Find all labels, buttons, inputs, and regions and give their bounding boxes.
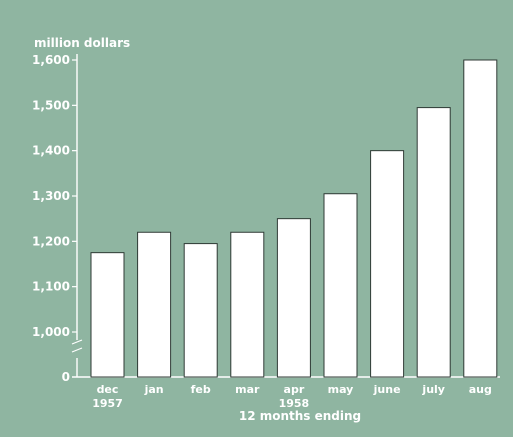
axis-break-mark (71, 347, 83, 353)
category-labels: dec jan feb mar apr may june july aug 1957 1958 (92, 383, 492, 410)
category-label: june (373, 383, 401, 396)
bar (370, 150, 405, 378)
category-label: july (421, 383, 445, 396)
bar (463, 59, 498, 378)
category-label: dec (97, 383, 119, 396)
category-label: feb (191, 383, 211, 396)
bars (90, 59, 498, 378)
category-label: jan (144, 383, 164, 396)
y-tick-label: 1,200 (32, 234, 70, 248)
bar (183, 243, 218, 378)
y-tick-label: 1,100 (32, 280, 70, 294)
x-axis-label: 12 months ending (239, 409, 361, 423)
y-axis-ticks: 1,000 1,100 1,200 1,300 1,400 1,500 1,600 0 (32, 53, 77, 384)
bar (276, 218, 311, 378)
y-axis-label: million dollars (34, 36, 130, 50)
y-tick-label: 1,000 (32, 325, 70, 339)
y-tick-label: 1,600 (32, 53, 70, 67)
year-label: 1958 (279, 397, 310, 410)
bar (323, 193, 358, 378)
bar (416, 107, 451, 378)
category-label: aug (469, 383, 492, 396)
bar (137, 231, 172, 378)
axis-break-mark (71, 339, 83, 345)
y-tick-label: 1,500 (32, 98, 70, 112)
category-label: apr (284, 383, 305, 396)
bar (90, 252, 125, 378)
year-label: 1957 (92, 397, 123, 410)
category-label: may (328, 383, 354, 396)
y-tick-label: 1,400 (32, 144, 70, 158)
y-tick-label-zero: 0 (62, 370, 70, 384)
bar (230, 231, 265, 378)
category-label: mar (235, 383, 260, 396)
y-tick-label: 1,300 (32, 189, 70, 203)
